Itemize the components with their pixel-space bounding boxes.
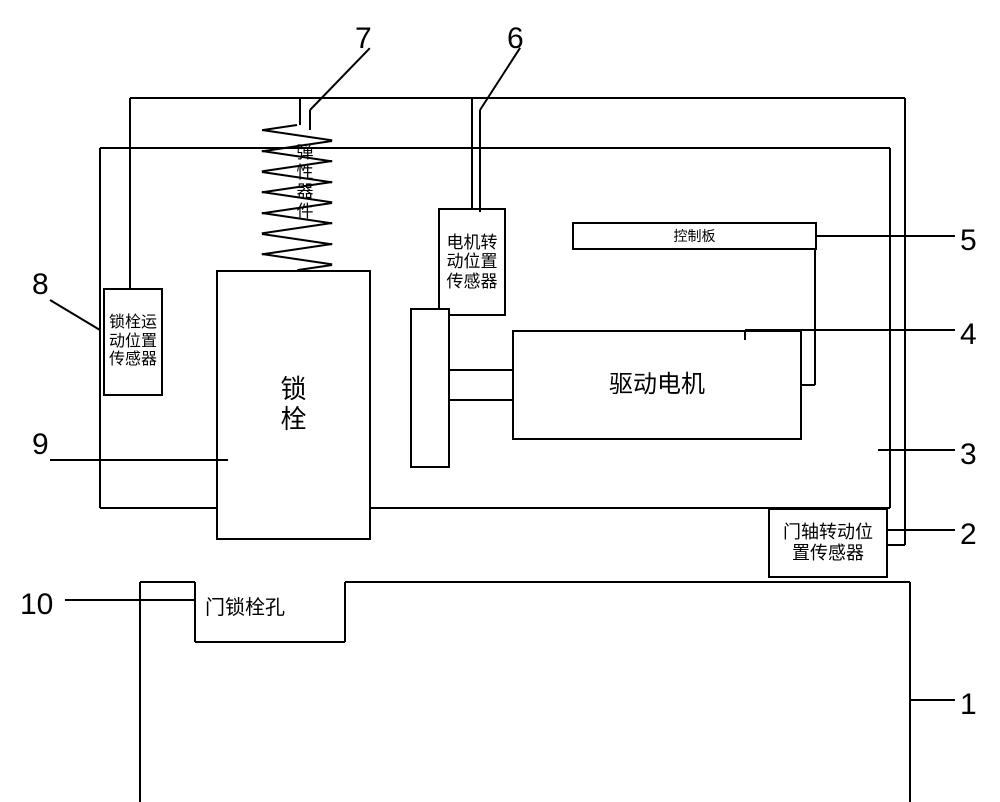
callout-10: 10 bbox=[20, 588, 53, 622]
spring-label: 弹 性 器 件 bbox=[280, 143, 330, 221]
cam-disk bbox=[410, 308, 450, 468]
lock-bolt-label: 锁 栓 bbox=[216, 270, 371, 540]
bolt-position-sensor-label: 锁栓运 动位置 传感器 bbox=[103, 288, 163, 396]
bolt-hole-label: 门锁栓孔 bbox=[205, 597, 285, 620]
callout-5: 5 bbox=[960, 224, 977, 258]
callout-6: 6 bbox=[507, 22, 524, 56]
callout-7: 7 bbox=[355, 22, 372, 56]
door-shaft-sensor-label: 门轴转动位 置传感器 bbox=[768, 508, 888, 578]
callout-4: 4 bbox=[960, 318, 977, 352]
callout-1: 1 bbox=[960, 688, 977, 722]
control-board-label: 控制板 bbox=[572, 222, 817, 250]
callout-8: 8 bbox=[32, 268, 49, 302]
callout-9: 9 bbox=[32, 428, 49, 462]
diagram-stage: 门锁栓孔 门轴转动位 置传感器 驱动电机 控制板 电机转 动位置 传感器锁栓运 动位置 … bbox=[0, 0, 1000, 802]
drive-motor-label: 驱动电机 bbox=[512, 330, 802, 440]
callout-3: 3 bbox=[960, 438, 977, 472]
callout-2: 2 bbox=[960, 518, 977, 552]
motor-position-sensor-label: 电机转 动位置 传感器 bbox=[438, 208, 506, 316]
